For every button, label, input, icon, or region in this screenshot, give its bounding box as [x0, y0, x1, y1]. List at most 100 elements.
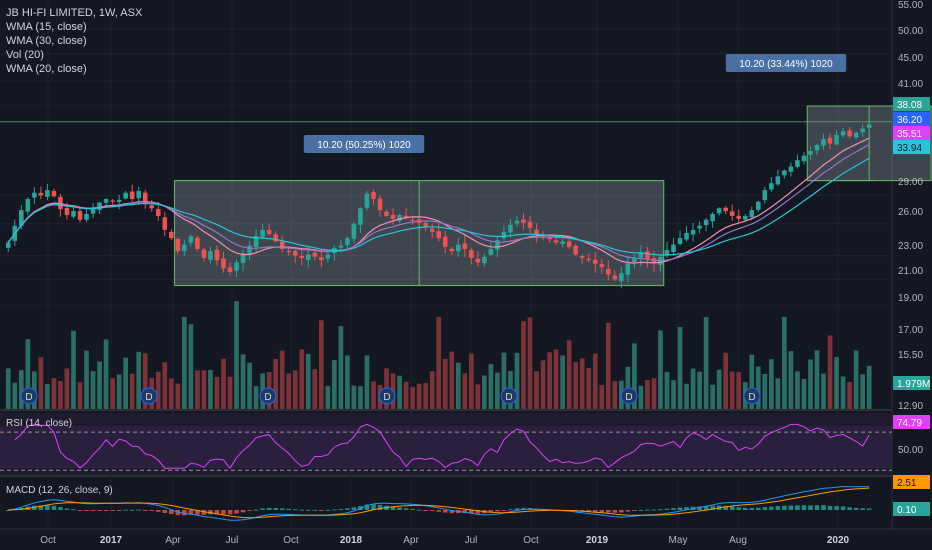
candle-body: [762, 190, 768, 201]
macd-histogram-bar: [45, 505, 50, 510]
volume-bar: [18, 370, 24, 409]
legend-wma20[interactable]: WMA (20, close): [6, 63, 87, 75]
price-tick-label: 12.90: [898, 401, 923, 412]
volume-bar: [736, 372, 742, 409]
rsi-label: RSI (14, close): [6, 418, 73, 429]
measure-label-2-bg: [725, 54, 847, 72]
macd-histogram-bar: [788, 505, 794, 510]
macd-histogram-bar: [684, 507, 689, 510]
macd-histogram-bar: [305, 509, 311, 511]
candle-body: [697, 225, 702, 229]
macd-histogram-bar: [795, 505, 800, 510]
candle-body: [71, 211, 76, 217]
legend-wma30[interactable]: WMA (30, close): [6, 35, 87, 47]
macd-histogram-bar: [814, 505, 820, 510]
legend-wma15[interactable]: WMA (15, close): [6, 21, 87, 33]
macd-tag-bg: [893, 475, 930, 489]
volume-bar: [12, 382, 18, 409]
candle-body: [769, 183, 774, 190]
candle-body: [279, 241, 285, 249]
x-tick-label: Oct: [283, 535, 299, 546]
volume-bar: [749, 354, 755, 409]
macd-histogram-bar: [377, 504, 383, 510]
symbol-title: JB HI-FI LIMITED, 1W, ASX: [6, 7, 143, 19]
volume-bar: [768, 359, 774, 409]
volume-bar: [214, 376, 220, 409]
legend-vol[interactable]: Vol (20): [6, 49, 44, 61]
rsi-tag-bg: [893, 415, 930, 429]
volume-bar: [468, 353, 474, 409]
volume-bar: [684, 383, 689, 409]
macd-histogram-bar: [449, 510, 455, 514]
volume-bar: [97, 361, 102, 409]
candle-body: [527, 221, 533, 228]
macd-histogram-bar: [38, 505, 44, 510]
candle-body: [619, 273, 624, 282]
dividend-marker-label: D: [264, 392, 271, 403]
price-tick-label: 26.00: [898, 207, 923, 218]
candle-body: [703, 219, 709, 226]
candle-body: [606, 268, 611, 275]
volume-bar: [775, 378, 781, 409]
macd-histogram-bar: [612, 510, 618, 513]
volume-bar: [697, 371, 702, 409]
volume-bar: [671, 380, 676, 409]
candle-body: [273, 234, 278, 242]
candle-body: [403, 215, 409, 218]
candle-body: [371, 192, 376, 200]
wma20-tag: 35.51: [897, 129, 922, 140]
macd-histogram-bar: [436, 510, 441, 512]
macd-histogram-bar: [279, 508, 285, 510]
macd-histogram-bar: [769, 506, 774, 510]
candle-body: [553, 240, 559, 243]
candle-body: [729, 211, 735, 216]
candle-body: [221, 258, 226, 269]
macd-histogram-bar: [123, 509, 128, 511]
volume-bar: [821, 373, 826, 409]
macd-histogram-bar: [266, 507, 272, 510]
macd-histogram-bar: [286, 508, 291, 510]
volume-bar: [482, 375, 487, 409]
macd-histogram-bar: [97, 510, 102, 511]
macd-histogram-bar: [136, 509, 141, 511]
volume-bar: [58, 380, 63, 409]
volume-bar: [84, 350, 89, 409]
volume-bar: [501, 352, 507, 409]
candle-body: [38, 192, 44, 196]
volume-bar: [168, 378, 174, 409]
candle-body: [592, 259, 598, 264]
volume-bar: [847, 381, 852, 409]
macd-histogram-bar: [410, 508, 415, 510]
dividend-marker-label: D: [25, 392, 32, 403]
volume-bar: [423, 382, 429, 409]
price-tick-label: 21.00: [898, 266, 923, 277]
macd-histogram-bar: [827, 505, 833, 510]
candle-body: [32, 192, 37, 198]
candle-body: [397, 214, 402, 221]
macd-histogram-bar: [227, 510, 233, 515]
macd-histogram-bar: [508, 509, 513, 511]
candle-body: [860, 128, 865, 133]
rsi-line: [14, 423, 870, 470]
macd-histogram-bar: [664, 508, 670, 510]
macd-histogram-bar: [175, 510, 181, 516]
macd-histogram-bar: [397, 507, 402, 510]
volume-bar: [364, 355, 370, 409]
volume-bar: [703, 317, 709, 409]
volume-bar: [540, 360, 546, 409]
macd-histogram-bar: [273, 507, 278, 510]
volume-bar: [182, 317, 187, 409]
volume-bar: [116, 374, 122, 409]
volume-bar: [397, 375, 402, 409]
macd-histogram-bar: [847, 507, 852, 510]
volume-bar: [762, 373, 768, 409]
candle-body: [116, 199, 122, 202]
volume-bar: [612, 381, 618, 409]
volume-bar: [162, 362, 168, 409]
macd-histogram-bar: [338, 508, 344, 510]
volume-bar: [462, 373, 468, 409]
volume-bar: [755, 366, 761, 409]
macd-histogram-bar: [762, 507, 768, 510]
volume-bar: [123, 357, 129, 409]
